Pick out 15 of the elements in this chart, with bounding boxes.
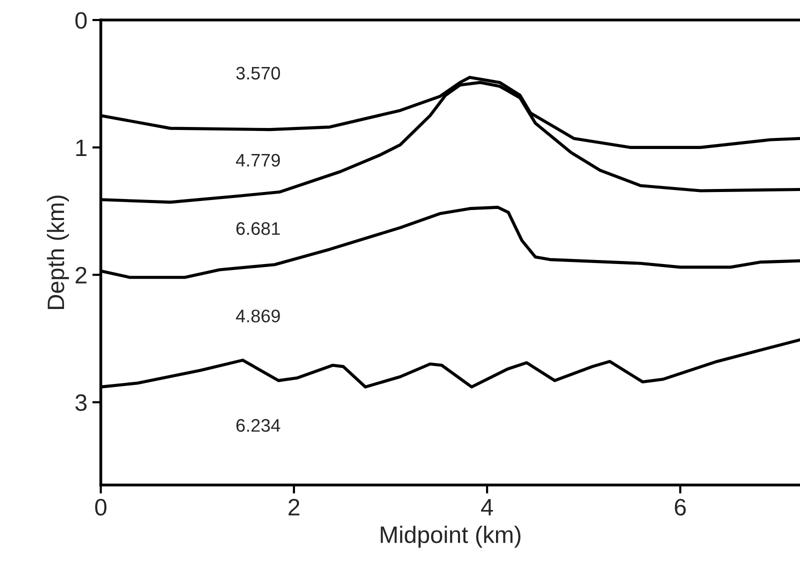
x-axis-title: Midpoint (km) [380,526,520,548]
x-tick-label: 6 [674,498,686,516]
y-tick-label: 1 [76,140,86,156]
x-tick-label: 0 [95,498,106,516]
annotation: 4.779 [236,154,280,167]
annotation: 3.570 [236,66,280,80]
y-tick-label: 3 [75,394,87,412]
y-tick-label: 2 [76,266,86,284]
x-tick-label: 4 [481,499,493,516]
y-axis-title: Depth (km) [46,196,69,309]
annotation: 6.681 [236,222,280,235]
y-tick-label: 0 [75,12,87,29]
x-tick-label: 2 [288,498,300,516]
annotation: 6.234 [236,419,280,432]
annotation: 4.869 [236,310,280,322]
